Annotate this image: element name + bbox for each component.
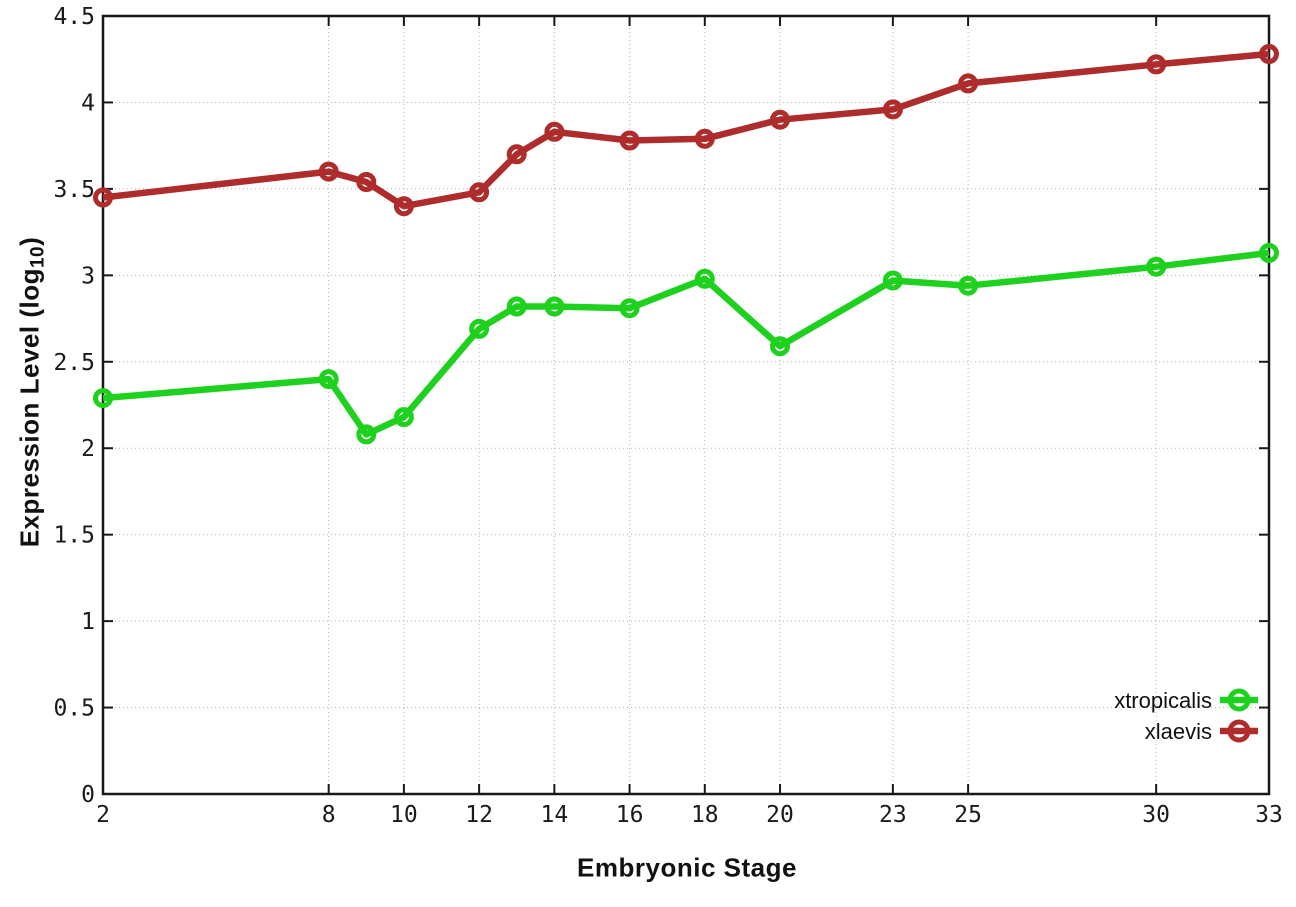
data-point-marker-xtropicalis xyxy=(619,298,640,319)
x-tick-label: 25 xyxy=(954,802,982,828)
x-tick-label: 10 xyxy=(390,802,418,828)
y-tick-label: 2 xyxy=(81,436,95,462)
data-point-marker-xtropicalis xyxy=(544,296,565,317)
data-point-marker-xlaevis xyxy=(958,73,979,94)
data-point-marker-xtropicalis xyxy=(1146,256,1167,277)
data-point-marker-xlaevis xyxy=(506,144,527,165)
data-point-marker-xtropicalis xyxy=(356,424,377,445)
data-point-marker-xlaevis xyxy=(469,182,490,203)
plot-border xyxy=(101,14,1271,796)
data-point-marker-xlaevis xyxy=(1146,54,1167,75)
data-point-marker-xlaevis xyxy=(393,196,414,217)
data-point-marker-xlaevis xyxy=(694,128,715,149)
data-point-marker-xtropicalis xyxy=(318,369,339,390)
y-tick-label: 1 xyxy=(81,609,95,635)
x-tick-label: 16 xyxy=(616,802,644,828)
data-point-marker-xlaevis xyxy=(882,99,903,120)
legend-label-xtropicalis: xtropicalis xyxy=(1114,688,1212,713)
data-point-marker-xtropicalis xyxy=(506,296,527,317)
series-line-xtropicalis xyxy=(102,249,1270,438)
data-point-marker-xlaevis xyxy=(544,121,565,142)
y-axis-title-text: Expression Level (log xyxy=(14,268,45,548)
x-axis-title: Embryonic Stage xyxy=(577,852,797,883)
data-point-marker-xtropicalis xyxy=(93,388,113,409)
y-tick-label: 4 xyxy=(81,90,95,116)
data-point-marker-xtropicalis xyxy=(882,270,903,291)
y-tick-label: 3.5 xyxy=(53,177,95,203)
data-point-marker-xlaevis xyxy=(318,161,339,182)
y-tick-label: 0.5 xyxy=(53,696,95,722)
y-axis-title: Expression Level (log10) xyxy=(15,237,50,548)
x-tick-label: 20 xyxy=(766,802,794,828)
y-tick-label: 4.5 xyxy=(53,4,95,30)
data-point-marker-xlaevis xyxy=(1259,44,1279,64)
x-tick-label: 14 xyxy=(541,802,569,828)
data-point-marker-xtropicalis xyxy=(1259,242,1279,263)
legend-marker-xtropicalis xyxy=(1227,688,1251,712)
x-tick-label: 18 xyxy=(691,802,719,828)
data-point-marker-xtropicalis xyxy=(694,268,715,289)
x-tick-label: 2 xyxy=(96,802,110,828)
data-point-marker-xlaevis xyxy=(93,187,113,208)
y-axis-title-close: ) xyxy=(14,236,45,246)
data-point-marker-xtropicalis xyxy=(469,318,490,339)
y-tick-label: 2.5 xyxy=(53,350,95,376)
x-tick-label: 30 xyxy=(1142,802,1170,828)
legend-marker-xlaevis xyxy=(1227,719,1251,743)
y-tick-label: 0 xyxy=(81,782,95,808)
legend-label-xlaevis: xlaevis xyxy=(1145,719,1212,744)
x-tick-label: 33 xyxy=(1255,802,1283,828)
y-tick-label: 1.5 xyxy=(53,523,95,549)
data-point-marker-xtropicalis xyxy=(770,336,790,357)
y-tick-label: 3 xyxy=(81,263,95,289)
x-tick-label: 12 xyxy=(465,802,493,828)
series-line-xlaevis xyxy=(102,50,1270,210)
data-point-marker-xlaevis xyxy=(770,109,790,130)
data-point-marker-xlaevis xyxy=(356,172,377,192)
data-point-marker-xtropicalis xyxy=(958,275,979,296)
y-axis-title-subscript: 10 xyxy=(27,245,49,269)
x-tick-label: 23 xyxy=(879,802,907,828)
x-tick-label: 8 xyxy=(322,802,336,828)
data-point-marker-xtropicalis xyxy=(393,407,414,428)
data-point-marker-xlaevis xyxy=(619,130,640,151)
